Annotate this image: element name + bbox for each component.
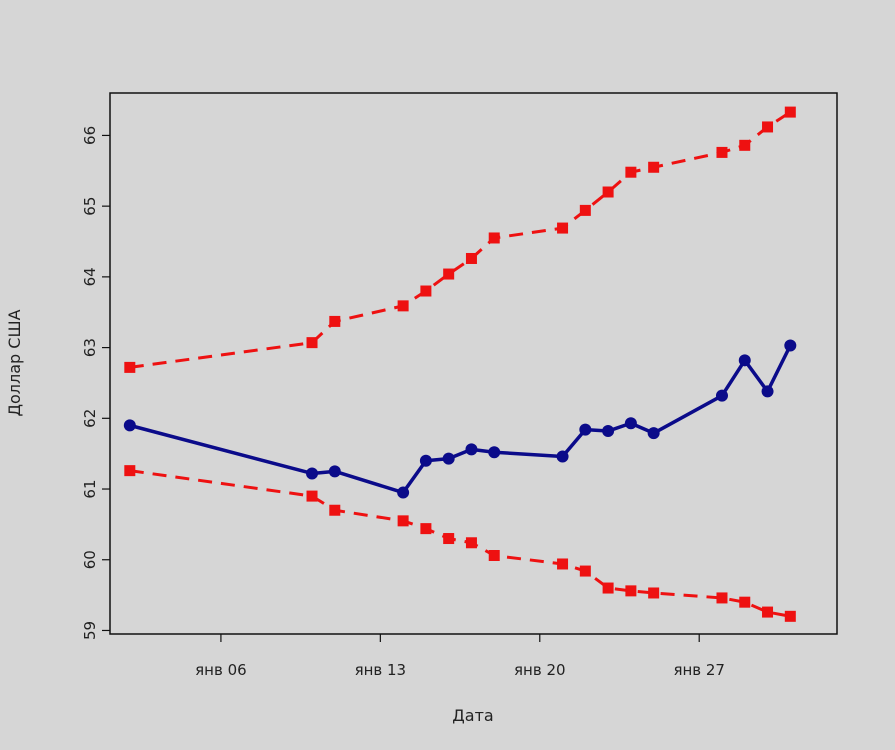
y-tick-label: 66 [81,126,99,145]
data-point [420,523,432,535]
series-3 [124,465,796,622]
y-tick-label: 61 [81,479,99,498]
data-point [579,204,591,216]
data-point [488,446,501,459]
data-point [739,596,751,608]
data-point [124,361,136,373]
series-1 [123,339,797,499]
x-tick-label: янв 20 [514,661,566,679]
data-point [420,285,432,297]
data-point [579,565,591,577]
data-point [556,450,569,463]
data-point [488,550,500,562]
data-point [625,585,637,597]
x-tick-label: янв 06 [195,661,247,679]
x-tick-label: янв 27 [673,661,725,679]
data-point [306,337,318,349]
data-point [602,582,614,594]
series-line [129,344,792,495]
data-point [443,268,455,280]
data-point [648,161,660,173]
data-point [716,146,728,158]
x-axis: янв 06 янв 13 янв 20 янв 27 [195,634,725,679]
data-point [124,465,136,477]
data-point [328,465,341,478]
data-point [715,389,728,402]
data-point [306,490,318,502]
series-2 [124,106,796,373]
y-tick-label: 63 [81,338,99,357]
data-point [784,610,796,622]
data-point [329,315,341,327]
data-point [716,592,728,604]
plot-frame [109,92,838,635]
x-tick-label: янв 13 [355,661,407,679]
data-point [579,423,592,436]
x-axis-title: Дата [452,706,493,725]
y-axis: 59 60 61 62 63 64 65 66 [81,126,110,640]
y-tick-label: 59 [81,621,99,640]
data-point [762,121,774,133]
y-tick-label: 65 [81,197,99,216]
data-point [624,417,637,430]
data-point [465,537,477,549]
series-line-dashed [129,110,792,369]
data-point [465,443,478,456]
data-point [442,452,455,465]
data-point [306,467,319,480]
y-tick-label: 62 [81,409,99,428]
data-point [557,222,569,234]
data-point [419,454,432,467]
data-point [762,606,774,618]
data-point [739,139,751,151]
data-point [397,515,409,527]
series-layer [123,106,797,622]
data-point [123,419,136,432]
series-line-dashed [129,469,791,618]
data-point [647,427,660,440]
data-point [784,106,796,118]
data-point [329,504,341,516]
data-point [397,486,410,499]
y-tick-label: 60 [81,550,99,569]
y-axis-title: Доллар США [5,309,24,416]
data-point [602,425,615,438]
data-point [648,587,660,599]
data-point [784,339,797,352]
data-point [465,252,477,264]
data-point [625,166,637,178]
data-point [761,385,774,398]
data-point [557,558,569,570]
data-point [397,300,409,312]
data-point [602,186,614,198]
data-point [738,354,751,367]
data-point [443,533,455,545]
y-tick-label: 64 [81,267,99,286]
data-point [488,232,500,244]
